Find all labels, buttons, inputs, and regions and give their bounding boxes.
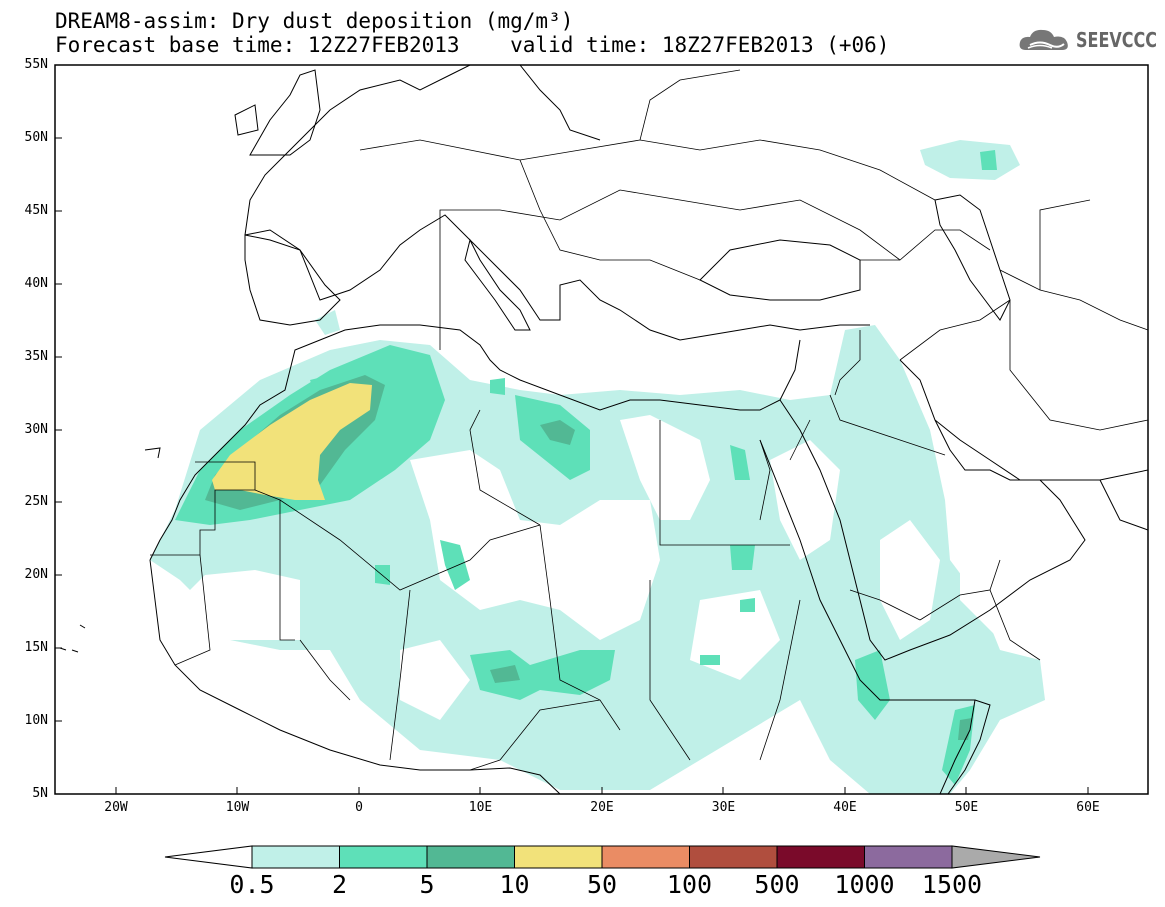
colorbar-swatch bbox=[251, 845, 340, 869]
colorbar bbox=[164, 845, 1041, 869]
map-title: DREAM8-assim: Dry dust deposition (mg/m³… bbox=[55, 9, 574, 33]
colorbar-label: 50 bbox=[586, 870, 618, 899]
colorbar-swatch bbox=[689, 845, 778, 869]
lat-label: 50N bbox=[24, 129, 48, 145]
coastlines bbox=[59, 65, 1148, 794]
lon-label: 10E bbox=[468, 800, 493, 815]
lat-label: 15N bbox=[24, 640, 48, 656]
lat-label: 5N bbox=[32, 786, 48, 801]
lon-label: 20E bbox=[590, 800, 614, 815]
colorbar-over-arrow bbox=[951, 845, 1041, 869]
lat-label: 45N bbox=[24, 202, 48, 218]
colorbar-label: 0.5 bbox=[229, 870, 275, 899]
lat-label: 10N bbox=[24, 713, 48, 729]
colorbar-swatch bbox=[864, 845, 953, 869]
forecast-time-line: Forecast base time: 12Z27FEB2013 valid t… bbox=[55, 33, 890, 57]
colorbar-label: 2 bbox=[331, 870, 348, 899]
lon-label: 40E bbox=[833, 800, 857, 815]
colorbar-swatch bbox=[426, 845, 515, 869]
colorbar-swatch bbox=[776, 845, 865, 869]
lat-label: 25N bbox=[24, 494, 48, 510]
dust-field bbox=[150, 140, 1090, 794]
colorbar-label: 1500 bbox=[921, 870, 983, 899]
colorbar-label: 10 bbox=[499, 870, 530, 899]
seevccc-logo: SEEVCCC bbox=[1018, 26, 1165, 54]
colorbar-swatch bbox=[601, 845, 690, 869]
lon-label: 50E bbox=[954, 800, 979, 815]
colorbar-label: 5 bbox=[419, 870, 435, 899]
lat-label: 30N bbox=[24, 421, 48, 437]
lat-label: 55N bbox=[24, 57, 48, 72]
colorbar-label: 100 bbox=[666, 870, 713, 899]
colorbar-label: 500 bbox=[754, 870, 800, 899]
lat-label: 20N bbox=[24, 567, 48, 583]
country-borders bbox=[150, 69, 1148, 771]
colorbar-swatch bbox=[339, 845, 428, 869]
field-peak-band bbox=[212, 383, 372, 500]
axis-ticks bbox=[55, 64, 1089, 794]
logo-text: SEEVCCC bbox=[1076, 28, 1157, 52]
colorbar-swatch bbox=[514, 845, 603, 869]
cloud-logo-icon bbox=[1019, 29, 1068, 50]
lon-label: 10W bbox=[225, 800, 250, 815]
colorbar-label: 1000 bbox=[834, 870, 895, 899]
lat-label: 35N bbox=[24, 348, 48, 364]
lon-label: 60E bbox=[1076, 800, 1100, 815]
lon-label: 20W bbox=[104, 800, 128, 815]
lat-label: 40N bbox=[24, 275, 48, 291]
lon-label: 30E bbox=[711, 800, 736, 815]
lon-label: 0 bbox=[355, 800, 363, 815]
colorbar-under-arrow bbox=[164, 845, 253, 869]
field-holes bbox=[180, 415, 1090, 720]
